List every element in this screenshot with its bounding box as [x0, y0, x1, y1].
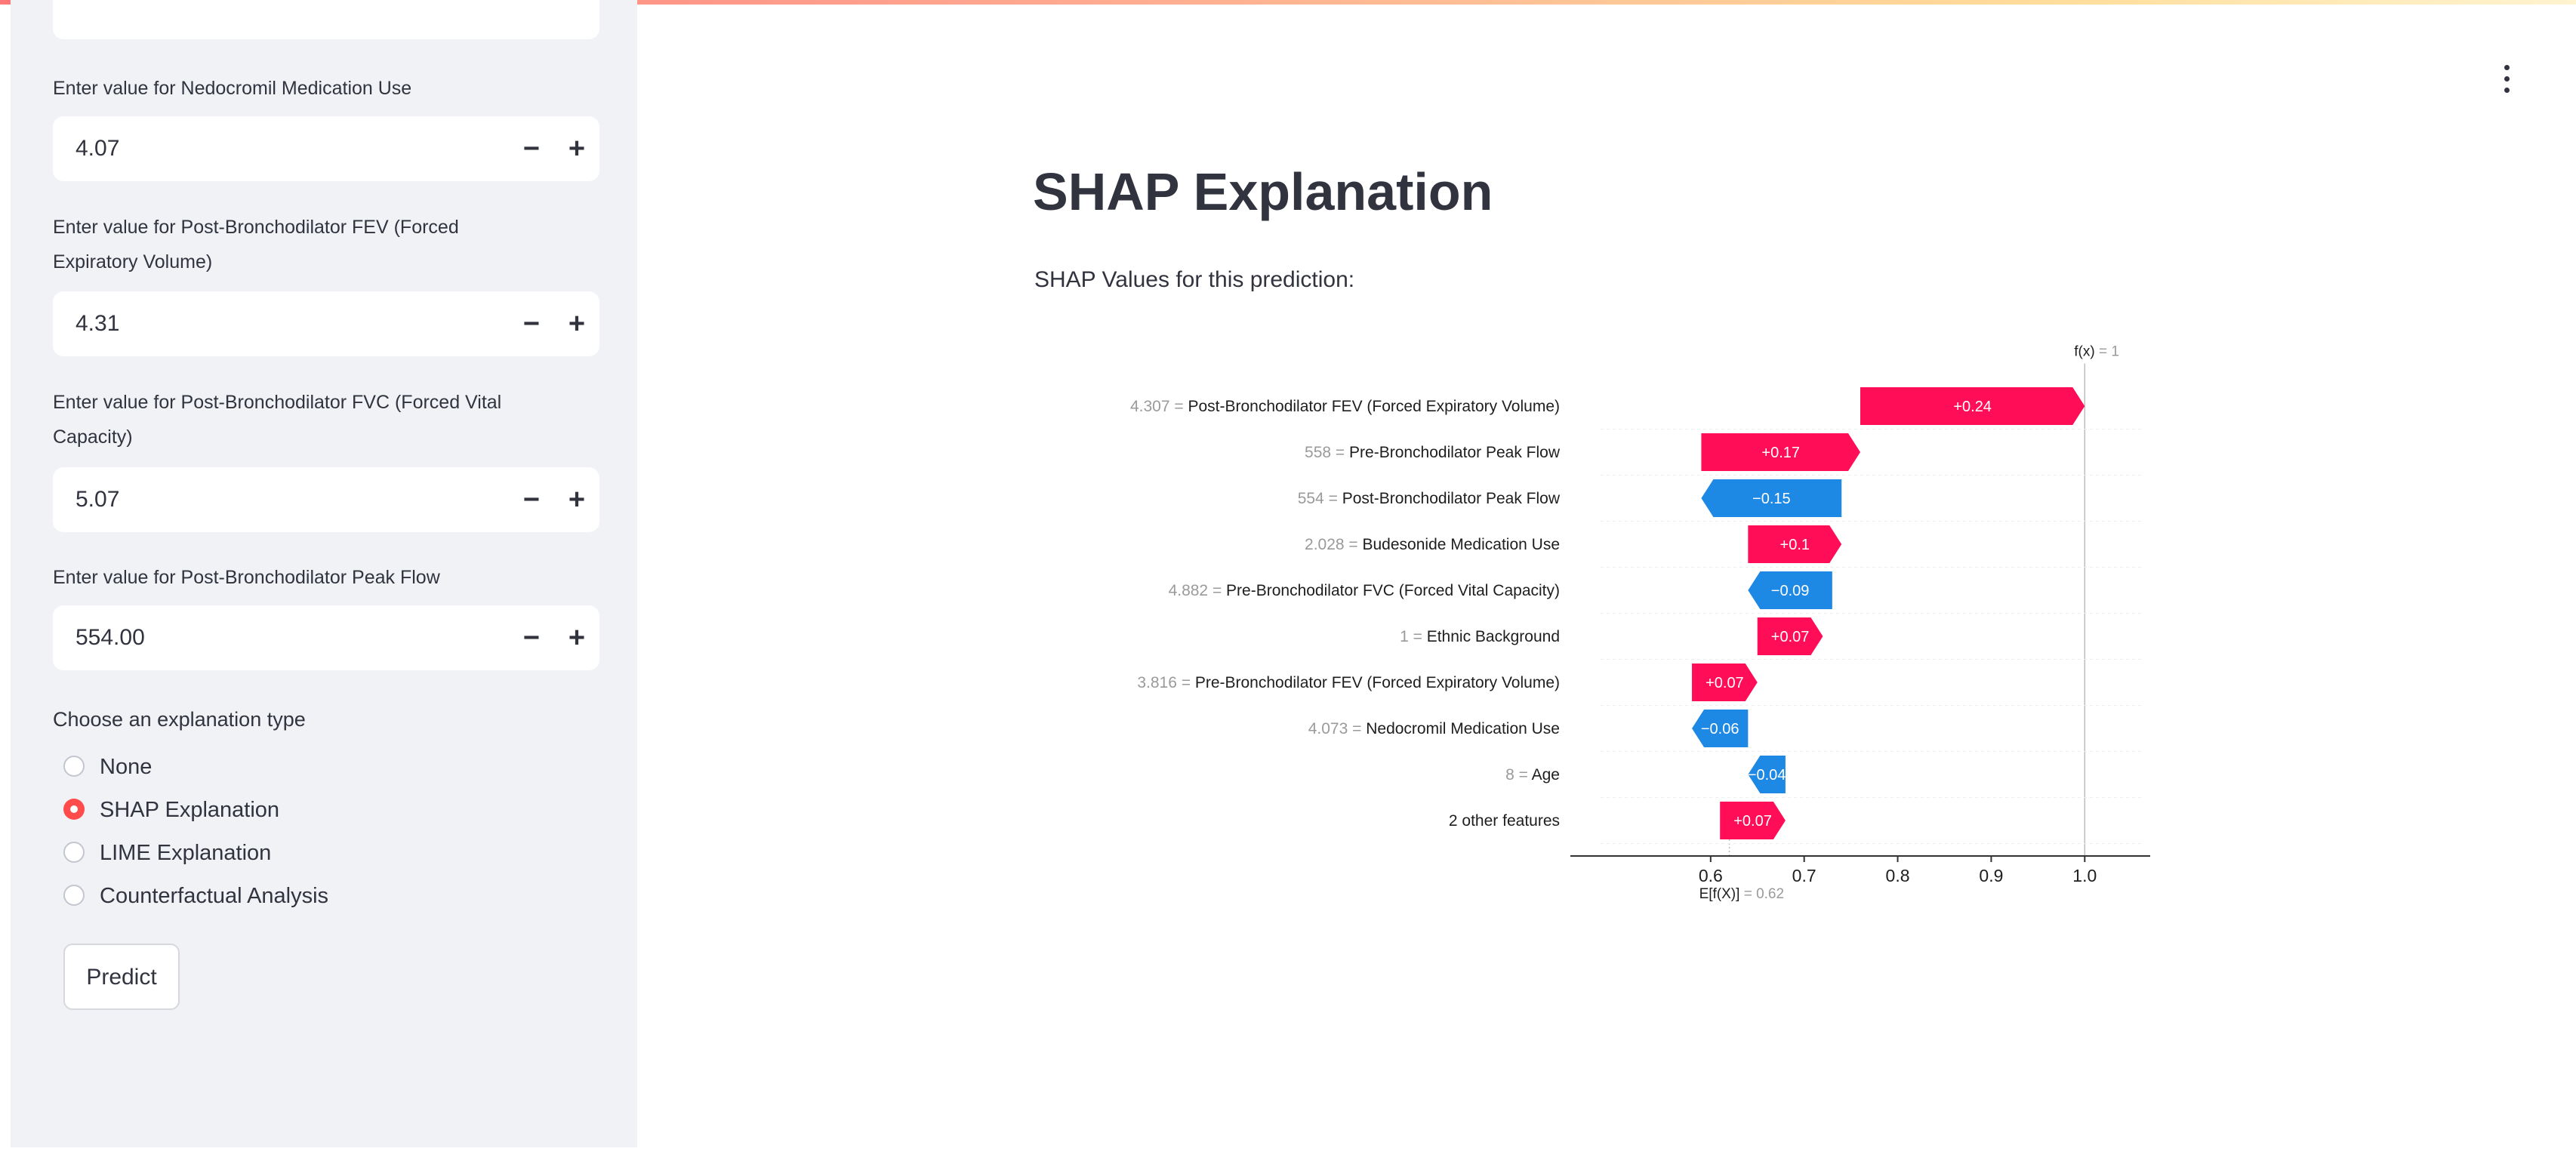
- post-fvc-input-value[interactable]: 5.07: [75, 487, 120, 512]
- shap-bar-label: −0.04: [1748, 767, 1786, 784]
- x-tick-label: 0.7: [1792, 866, 1816, 885]
- feature-label: 2.028 = Budesonide Medication Use: [1305, 536, 1560, 553]
- feature-label: 558 = Pre-Bronchodilator Peak Flow: [1305, 444, 1561, 461]
- x-tick-label: 0.9: [1979, 866, 2003, 885]
- field-label-nedocromil: Enter value for Nedocromil Medication Us…: [53, 78, 412, 99]
- feature-label: 8 = Age: [1505, 766, 1560, 784]
- shap-bar: [1860, 387, 2085, 425]
- feature-label: 2 other features: [1449, 812, 1560, 830]
- feature-label: 554 = Post-Bronchodilator Peak Flow: [1298, 490, 1561, 507]
- post-peak-flow-input[interactable]: 554.00 − +: [53, 605, 599, 670]
- feature-label: 3.816 = Pre-Bronchodilator FEV (Forced E…: [1137, 674, 1560, 691]
- post-fvc-decrement-button[interactable]: −: [522, 484, 541, 516]
- previous-number-input[interactable]: [53, 0, 599, 39]
- x-tick-label: 0.6: [1699, 866, 1723, 885]
- post-fvc-increment-button[interactable]: +: [568, 484, 586, 516]
- output-value-annotation: f(x) = 1: [2074, 344, 2119, 360]
- shap-bar-label: +0.07: [1706, 675, 1744, 691]
- shap-bar-label: +0.1: [1780, 537, 1810, 553]
- shap-bar: [1748, 571, 1832, 609]
- post-peak-flow-input-value[interactable]: 554.00: [75, 625, 145, 650]
- shap-bar: [1692, 664, 1758, 701]
- radio-circle[interactable]: [63, 885, 85, 906]
- sidebar: Enter value for Nedocromil Medication Us…: [11, 0, 637, 1147]
- radio-option-label: SHAP Explanation: [100, 798, 280, 822]
- feature-label: 4.882 = Pre-Bronchodilator FVC (Forced V…: [1169, 582, 1560, 599]
- page-title: SHAP Explanation: [1033, 162, 1493, 221]
- base-value-annotation: E[f(X)] = 0.62: [1699, 886, 1784, 902]
- post-peak-flow-decrement-button[interactable]: −: [522, 622, 541, 654]
- post-fev-input[interactable]: 4.31 − +: [53, 291, 599, 356]
- predict-button[interactable]: Predict: [63, 944, 180, 1010]
- x-tick-label: 0.8: [1886, 866, 1910, 885]
- field-label-post-fvc: Enter value for Post-Bronchodilator FVC …: [53, 392, 502, 448]
- nedocromil-input-value[interactable]: 4.07: [75, 136, 120, 161]
- post-fev-decrement-button[interactable]: −: [522, 308, 541, 340]
- field-label-post-peak-flow: Enter value for Post-Bronchodilator Peak…: [53, 567, 440, 588]
- radio-circle[interactable]: [63, 842, 85, 863]
- field-label-post-fev: Enter value for Post-Bronchodilator FEV …: [53, 217, 459, 272]
- shap-bar-label: −0.06: [1701, 721, 1739, 737]
- shap-bar-label: +0.07: [1771, 629, 1810, 645]
- radio-circle[interactable]: [63, 756, 85, 777]
- feature-label: 4.073 = Nedocromil Medication Use: [1308, 720, 1560, 737]
- explanation-type-label: Choose an explanation type: [53, 708, 306, 731]
- radio-circle-selected[interactable]: [63, 799, 85, 820]
- x-tick-label: 1.0: [2072, 866, 2097, 885]
- shap-bar: [1720, 802, 1786, 839]
- shap-bar: [1748, 525, 1842, 563]
- radio-option-label: None: [100, 755, 153, 779]
- shap-bar: [1692, 710, 1749, 747]
- nedocromil-decrement-button[interactable]: −: [522, 133, 541, 165]
- post-peak-flow-increment-button[interactable]: +: [568, 622, 586, 654]
- shap-bar-label: −0.15: [1752, 491, 1791, 507]
- shap-bar-label: −0.09: [1771, 583, 1810, 599]
- feature-label: 4.307 = Post-Bronchodilator FEV (Forced …: [1130, 398, 1560, 415]
- top-decoration-bar: [0, 0, 2576, 5]
- page-subtitle: SHAP Values for this prediction:: [1034, 267, 1355, 292]
- post-fvc-input[interactable]: 5.07 − +: [53, 467, 599, 532]
- shap-bar-label: +0.07: [1733, 813, 1772, 830]
- shap-bar: [1701, 433, 1860, 471]
- main-menu-kebab-icon[interactable]: [2491, 60, 2522, 98]
- feature-label: 1 = Ethnic Background: [1400, 628, 1560, 645]
- post-fev-input-value[interactable]: 4.31: [75, 311, 120, 336]
- radio-option-label: LIME Explanation: [100, 841, 272, 865]
- shap-bar: [1701, 479, 1842, 517]
- shap-bar-label: +0.24: [1953, 399, 1992, 415]
- shap-bar: [1748, 756, 1786, 793]
- post-fev-increment-button[interactable]: +: [568, 308, 586, 340]
- shap-bar-label: +0.17: [1761, 445, 1800, 461]
- nedocromil-input[interactable]: 4.07 − +: [53, 116, 599, 181]
- nedocromil-increment-button[interactable]: +: [568, 133, 586, 165]
- shap-bar: [1757, 617, 1823, 655]
- radio-option-label: Counterfactual Analysis: [100, 884, 329, 908]
